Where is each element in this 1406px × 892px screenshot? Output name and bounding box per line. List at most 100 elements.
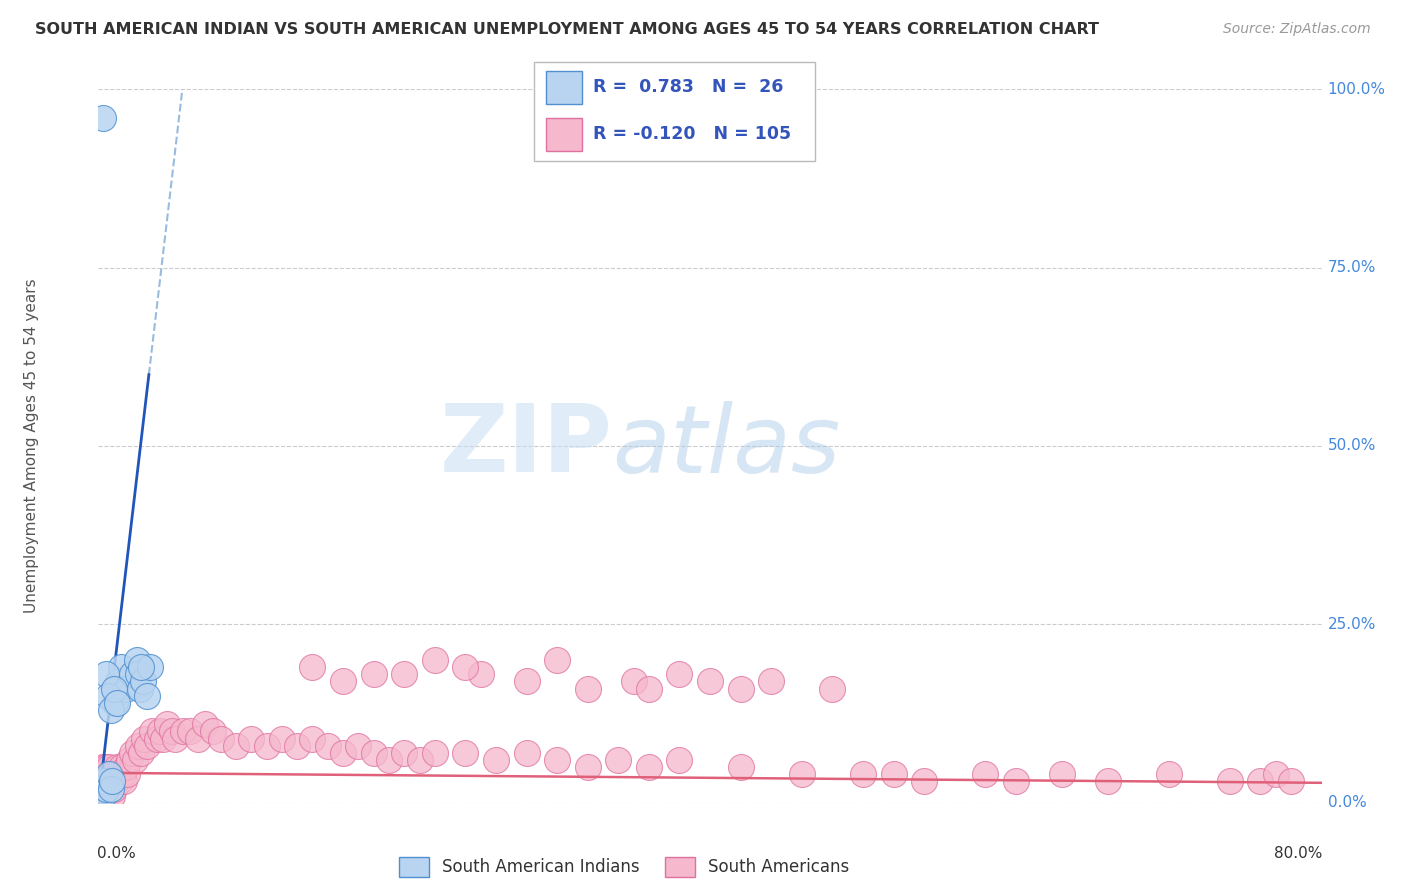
Point <box>101 774 124 789</box>
Point <box>576 681 599 696</box>
Point <box>141 724 163 739</box>
Point <box>1050 767 1073 781</box>
Point <box>101 789 124 803</box>
Point <box>105 760 128 774</box>
Point <box>93 774 115 789</box>
Point <box>97 781 120 796</box>
Text: Unemployment Among Ages 45 to 54 years: Unemployment Among Ages 45 to 54 years <box>24 278 38 614</box>
Point <box>408 753 430 767</box>
Point <box>516 674 538 689</box>
Text: 25.0%: 25.0% <box>1327 617 1376 632</box>
Point <box>160 724 183 739</box>
Point <box>91 760 114 774</box>
Point <box>90 781 112 796</box>
Point <box>668 667 690 681</box>
Point <box>156 717 179 731</box>
Text: 0.0%: 0.0% <box>97 846 136 861</box>
Point <box>89 789 111 803</box>
Point <box>454 746 477 760</box>
Point <box>172 724 194 739</box>
Point <box>392 746 416 760</box>
Point <box>107 767 129 781</box>
Point <box>105 696 128 710</box>
Text: atlas: atlas <box>612 401 841 491</box>
Point <box>759 674 782 689</box>
Point <box>124 753 146 767</box>
Point <box>1249 774 1271 789</box>
Point <box>332 674 354 689</box>
Point <box>132 674 155 689</box>
Point <box>115 681 138 696</box>
Point <box>112 774 135 789</box>
Point <box>699 674 721 689</box>
Point <box>94 667 117 681</box>
Point <box>546 653 568 667</box>
Point <box>94 781 117 796</box>
Point <box>128 681 150 696</box>
Point <box>91 789 114 803</box>
Point <box>129 660 152 674</box>
Point <box>152 731 174 746</box>
Point <box>485 753 508 767</box>
Point <box>103 781 125 796</box>
Point <box>117 767 139 781</box>
Point <box>91 789 114 803</box>
Text: R = -0.120   N = 105: R = -0.120 N = 105 <box>593 125 792 143</box>
Text: 80.0%: 80.0% <box>1274 846 1323 861</box>
Point <box>821 681 844 696</box>
Point <box>97 689 120 703</box>
Point <box>187 731 209 746</box>
FancyBboxPatch shape <box>546 119 582 151</box>
Point <box>270 731 292 746</box>
Point <box>730 760 752 774</box>
Point <box>454 660 477 674</box>
Point <box>90 774 112 789</box>
Point <box>110 660 132 674</box>
Point <box>94 774 117 789</box>
Point <box>378 753 401 767</box>
Point <box>115 760 138 774</box>
Point <box>1097 774 1119 789</box>
Point <box>1219 774 1241 789</box>
Point <box>125 653 148 667</box>
Point <box>98 767 121 781</box>
Point <box>179 724 201 739</box>
Point <box>89 781 111 796</box>
Point <box>516 746 538 760</box>
Text: ZIP: ZIP <box>439 400 612 492</box>
Point <box>607 753 630 767</box>
Point <box>93 767 115 781</box>
Point <box>285 739 308 753</box>
Point <box>91 111 114 125</box>
Point <box>149 724 172 739</box>
Point <box>347 739 370 753</box>
Point <box>974 767 997 781</box>
Point <box>194 717 217 731</box>
Point <box>576 760 599 774</box>
Point <box>101 774 124 789</box>
Point <box>163 731 186 746</box>
Point <box>392 667 416 681</box>
Point <box>623 674 645 689</box>
Point <box>89 789 111 803</box>
Legend: South American Indians, South Americans: South American Indians, South Americans <box>399 857 849 877</box>
Point <box>89 774 111 789</box>
Point <box>209 731 232 746</box>
Point <box>127 739 149 753</box>
Point <box>104 774 127 789</box>
Point <box>121 667 143 681</box>
Point <box>100 781 122 796</box>
Point <box>637 760 661 774</box>
Point <box>912 774 935 789</box>
FancyBboxPatch shape <box>534 62 815 161</box>
Point <box>1004 774 1026 789</box>
Point <box>110 760 132 774</box>
Point <box>111 767 134 781</box>
Point <box>100 781 122 796</box>
Point <box>883 767 905 781</box>
Point <box>108 774 131 789</box>
Text: Source: ZipAtlas.com: Source: ZipAtlas.com <box>1223 22 1371 37</box>
Point <box>668 753 690 767</box>
Point <box>121 746 143 760</box>
Point <box>852 767 875 781</box>
